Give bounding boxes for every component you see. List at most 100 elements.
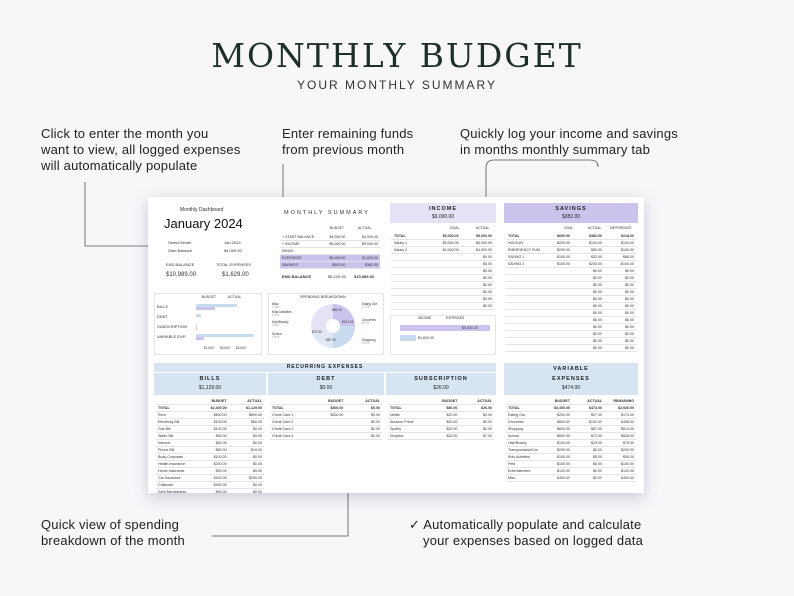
table-row[interactable]: Car Insurance $400.00 $250.00 <box>156 475 264 482</box>
bar-budget <box>196 304 238 307</box>
table-cell: TOTAL <box>272 406 284 410</box>
pie-inner-value: $87.00 <box>326 338 336 342</box>
table-row[interactable]: Amazon Prime $20.00 $0.00 <box>388 419 494 426</box>
table-row[interactable]: Shopping $600.00 $87.00 $513.00 <box>506 426 636 433</box>
table-cell: Groceries <box>508 420 524 424</box>
table-cell: $20.00 <box>446 434 458 438</box>
table-cell: $173.00 <box>621 413 634 417</box>
summary-row: EXPENSES $6,180.00 $1,629.00 <box>280 255 380 262</box>
pie-slice-shopping <box>333 326 355 348</box>
table-cell: $50.00 <box>591 248 602 252</box>
savings-empty-row[interactable]: $0.00 $0.00 <box>506 268 636 275</box>
start-balance-value[interactable]: $4,000.00 <box>224 248 242 253</box>
savings-empty-row[interactable]: $0.00 $0.00 <box>506 303 636 310</box>
savings-empty-row[interactable]: $0.00 $0.00 <box>506 296 636 303</box>
table-row[interactable]: Health Insurance $200.00 $0.00 <box>156 461 264 468</box>
income-empty-row[interactable]: $0.00 <box>392 303 494 310</box>
table-cell: $200.00 <box>557 241 570 245</box>
table-row[interactable]: Rent $800.00 $800.00 <box>156 412 264 419</box>
table-row[interactable]: Salary 1 $5,000.00 $5,000.00 <box>392 240 494 247</box>
table-row[interactable]: School $600.00 $72.00 $528.00 <box>506 433 636 440</box>
table-row[interactable]: Salary 2 $4,000.00 $4,000.00 <box>392 247 494 254</box>
table-cell: $0.00 <box>625 283 634 287</box>
table-row[interactable]: TOTAL $5,000.00 $9,000.00 <box>392 233 494 240</box>
table-cell: $0.00 <box>482 297 492 301</box>
table-cell: $0.00 <box>593 476 602 480</box>
savings-empty-row[interactable]: $0.00 $0.00 <box>506 324 636 331</box>
income-empty-row[interactable]: $0.00 <box>392 275 494 282</box>
table-row[interactable]: TOTAL $300.00 $0.00 <box>270 405 382 412</box>
table-cell: Dropbox <box>390 434 404 438</box>
table-row[interactable]: Childcare $400.00 $0.00 <box>156 482 264 489</box>
table-row[interactable]: Gym Membership $50.00 $0.00 <box>156 489 264 493</box>
table-row[interactable]: TOTAL $3,400.00 $474.00 $2,926.00 <box>506 405 636 412</box>
table-cell: $100.00 <box>621 462 634 466</box>
table-row[interactable]: Body Corporate $100.00 $0.00 <box>156 454 264 461</box>
table-row[interactable]: SAVING 2 $100.00 $200.00 -$100.00 <box>506 261 636 268</box>
table-row[interactable]: Credit Card 4 $0.00 <box>270 433 382 440</box>
table-row[interactable]: HOLIDAY $200.00 $100.00 $100.00 <box>506 240 636 247</box>
summary-cell: $5,000.00 <box>329 242 346 246</box>
table-row[interactable]: Water Bill $50.00 $0.00 <box>156 433 264 440</box>
table-row[interactable]: Electricity Bill $100.00 $60.00 <box>156 419 264 426</box>
table-cell: TOTAL <box>508 406 520 410</box>
table-row[interactable]: Kids Activities $100.00 $5.00 $95.00 <box>506 454 636 461</box>
table-row[interactable]: EMERGENCY FUNDS $200.00 $50.00 $150.00 <box>506 247 636 254</box>
table-row[interactable]: TOTAL $600.00 $382.00 $218.00 <box>506 233 636 240</box>
table-row[interactable]: Hair/Beauty $100.00 $25.00 $75.00 <box>506 440 636 447</box>
savings-empty-row[interactable]: $0.00 $0.00 <box>506 282 636 289</box>
table-cell: $200.00 <box>621 448 634 452</box>
table-cell: Salary 1 <box>394 241 408 245</box>
select-month-value[interactable]: Jan-2024 <box>224 240 241 245</box>
table-cell: $72.00 <box>591 434 602 438</box>
table-row[interactable]: Credit Card 1 $300.00 $0.00 <box>270 412 382 419</box>
table-row[interactable]: Misc $400.00 $0.00 $400.00 <box>506 475 636 482</box>
start-balance-label: Start Balance <box>168 248 193 253</box>
table-cell: $300.00 <box>330 413 344 417</box>
table-row[interactable]: Groceries $600.00 $142.00 $458.00 <box>506 419 636 426</box>
table-row[interactable]: Spotify $20.00 $0.00 <box>388 426 494 433</box>
savings-empty-row[interactable]: $0.00 $0.00 <box>506 275 636 282</box>
income-empty-row[interactable]: $0.00 <box>392 296 494 303</box>
table-row[interactable]: Home Insurance $50.00 $0.00 <box>156 468 264 475</box>
savings-empty-row[interactable]: $0.00 $0.00 <box>506 338 636 345</box>
table-row[interactable]: TOTAL $2,400.00 $1,129.00 <box>156 405 264 412</box>
table-row[interactable]: Internet $60.00 $0.00 <box>156 440 264 447</box>
table-cell: School <box>508 434 519 438</box>
pie-inner-value: $142.00 <box>342 320 354 324</box>
income-empty-row[interactable]: $0.00 <box>392 261 494 268</box>
savings-empty-row[interactable]: $0.00 $0.00 <box>506 289 636 296</box>
savings-empty-row[interactable]: $0.00 $0.00 <box>506 345 636 352</box>
table-cell: $0.00 <box>482 290 492 294</box>
income-empty-row[interactable]: $0.00 <box>392 289 494 296</box>
income-empty-row[interactable]: $0.00 <box>392 254 494 261</box>
table-cell: TOTAL <box>394 234 406 238</box>
chart-legend-actual: ACTUAL <box>228 295 242 299</box>
table-cell: $0.00 <box>252 462 262 466</box>
table-row[interactable]: Entertainment $100.00 $0.00 $100.00 <box>506 468 636 475</box>
table-cell: $600.00 <box>557 420 570 424</box>
savings-empty-row[interactable]: $0.00 $0.00 <box>506 310 636 317</box>
table-row[interactable]: Eating Out $200.00 $27.00 $173.00 <box>506 412 636 419</box>
table-row[interactable]: Phone Bill $50.00 $19.00 <box>156 447 264 454</box>
table-cell: $0.00 <box>593 325 602 329</box>
table-cell: $50.00 <box>215 469 227 473</box>
dashboard-month[interactable]: January 2024 <box>164 216 243 231</box>
table-cell: $0.00 <box>483 413 493 417</box>
income-empty-row[interactable]: $0.00 <box>392 268 494 275</box>
table-row[interactable]: Netflix $20.00 $0.00 <box>388 412 494 419</box>
savings-empty-row[interactable]: $0.00 $0.00 <box>506 317 636 324</box>
table-row[interactable]: Dropbox $20.00 $7.00 <box>388 433 494 440</box>
table-row[interactable]: Credit Card 3 $0.00 <box>270 426 382 433</box>
table-row[interactable]: TOTAL $80.00 $26.00 <box>388 405 494 412</box>
table-row[interactable]: Pets $100.00 $0.00 $100.00 <box>506 461 636 468</box>
table-cell: $0.00 <box>593 346 602 350</box>
table-row[interactable]: Credit Card 2 $0.00 <box>270 419 382 426</box>
table-row[interactable]: Transportation/Car $200.00 $0.00 $200.00 <box>506 447 636 454</box>
table-cell: $0.00 <box>482 283 492 287</box>
income-empty-row[interactable]: $0.00 <box>392 282 494 289</box>
savings-empty-row[interactable]: $0.00 $0.00 <box>506 331 636 338</box>
table-cell: $20.00 <box>446 413 458 417</box>
table-row[interactable]: SAVING 1 $100.00 $32.00 $68.00 <box>506 254 636 261</box>
table-row[interactable]: Gas Bill $100.00 $0.00 <box>156 426 264 433</box>
